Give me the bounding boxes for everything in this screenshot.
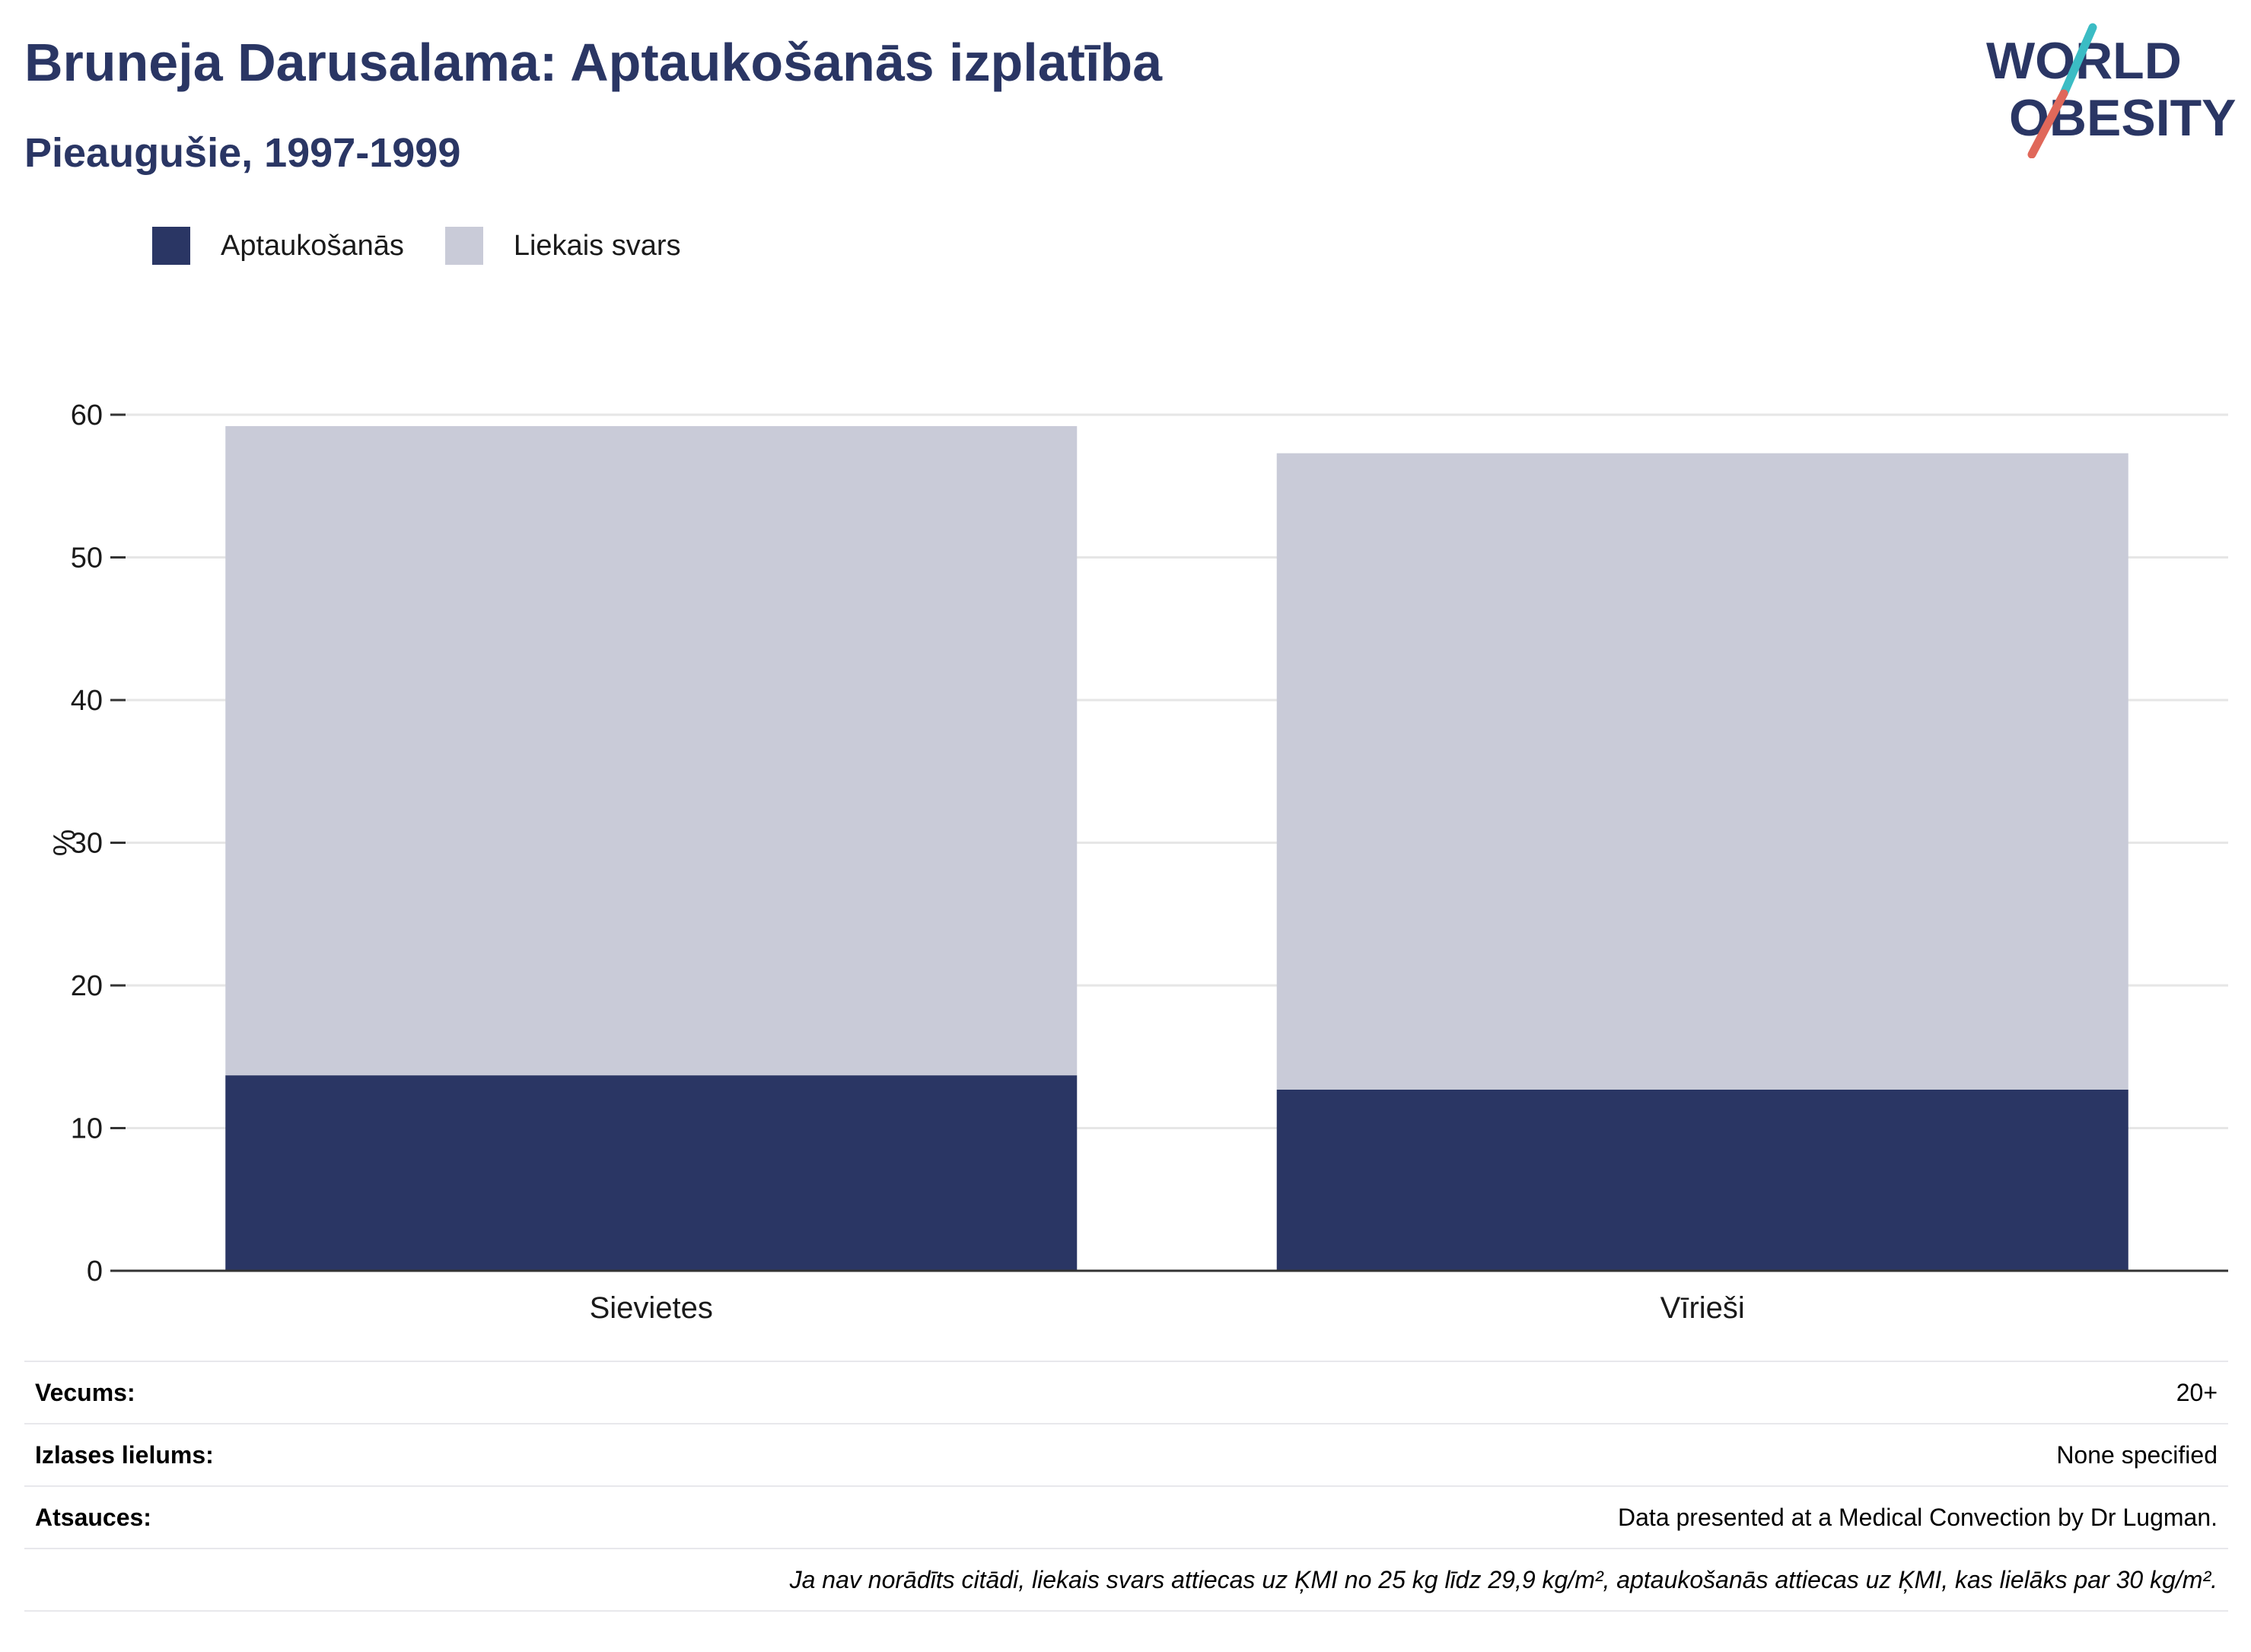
info-footnote: Ja nav norādīts citādi, liekais svars at… [789, 1565, 2218, 1593]
x-tick-label: Vīrieši [1660, 1291, 1745, 1325]
legend-label-overweight: Liekais svars [513, 229, 681, 262]
x-tick-label: Sievietes [590, 1291, 713, 1325]
info-value-references: Data presented at a Medical Convection b… [1618, 1503, 2218, 1531]
info-row-sample-size: Izlases lielums: None specified [24, 1424, 2228, 1486]
info-label-references: Atsauces: [35, 1503, 151, 1531]
y-tick-label: 30 [71, 828, 103, 860]
info-value-age: 20+ [2176, 1378, 2218, 1406]
bar-overweight-women [225, 426, 1078, 1076]
bar-obesity-women [225, 1075, 1078, 1271]
info-label-age: Vecums: [35, 1378, 135, 1406]
info-value-sample-size: None specified [2056, 1440, 2218, 1469]
y-tick-label: 20 [71, 970, 103, 1002]
world-obesity-logo: WORLD OBESITY [1986, 21, 2237, 158]
y-tick-label: 0 [87, 1256, 103, 1288]
info-row-references: Atsauces: Data presented at a Medical Co… [24, 1486, 2228, 1549]
chart-title: Bruneja Darusalama: Aptaukošanās izplatī… [24, 33, 1163, 92]
y-tick-label: 50 [71, 543, 103, 575]
legend-label-obesity: Aptaukošanās [221, 229, 404, 262]
info-label-footnote [24, 1549, 281, 1611]
info-row-age: Vecums: 20+ [24, 1361, 2228, 1424]
legend-item-overweight: Liekais svars [444, 227, 681, 265]
legend-item-obesity: Aptaukošanās [152, 227, 404, 265]
y-tick-label: 10 [71, 1113, 103, 1145]
logo-slash-top-icon [2059, 23, 2097, 98]
bar-overweight-men [1276, 453, 2128, 1090]
info-label-sample-size: Izlases lielums: [35, 1440, 214, 1469]
y-tick-label: 40 [71, 685, 103, 717]
bar-obesity-men [1276, 1089, 2128, 1271]
y-tick-label: 60 [71, 399, 103, 431]
bar-chart: 0 10 20 30 40 50 60% Sievietes Vīrieši [46, 399, 2228, 1325]
info-row-footnote: Ja nav norādīts citādi, liekais svars at… [24, 1549, 2228, 1611]
y-axis-label: % [46, 829, 80, 857]
info-table: Vecums: 20+ Izlases lielums: None specif… [24, 1361, 2228, 1612]
logo-slash-bottom-icon [2027, 89, 2068, 158]
legend-swatch-overweight [444, 227, 483, 265]
chart-subtitle: Pieaugušie, 1997-1999 [24, 130, 461, 176]
legend-swatch-obesity [152, 227, 190, 265]
chart-legend: Aptaukošanās Liekais svars [152, 227, 721, 265]
